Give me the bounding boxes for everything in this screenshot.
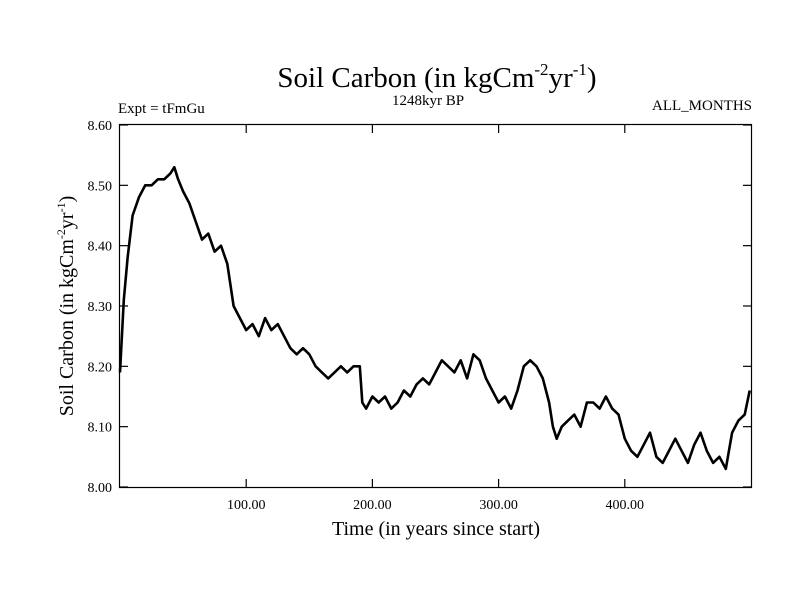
chart-title-sup1: -2 xyxy=(534,60,548,79)
x-tick-label: 300.00 xyxy=(479,498,518,513)
x-tick-label: 400.00 xyxy=(606,498,645,513)
period-label: 1248kyr BP xyxy=(392,93,464,109)
x-tick-label: 200.00 xyxy=(353,498,392,513)
chart-title-sup2: -1 xyxy=(573,60,587,79)
x-axis-ticks: 100.00 200.00 300.00 400.00 xyxy=(227,125,644,513)
chart-title: Soil Carbon (in kgCm-2yr-1) xyxy=(277,60,596,94)
chart-title-main: Soil Carbon (in kgCm xyxy=(277,62,534,94)
y-tick-label: 8.10 xyxy=(88,421,113,436)
months-label: ALL_MONTHS xyxy=(652,98,752,114)
y-tick-label: 8.50 xyxy=(88,179,113,194)
y-axis-label-sup1: -2 xyxy=(54,229,68,239)
y-axis-label-end: ) xyxy=(56,196,78,203)
y-tick-label: 8.40 xyxy=(88,240,113,255)
y-tick-label: 8.20 xyxy=(88,360,113,375)
x-tick-label: 100.00 xyxy=(227,498,266,513)
y-tick-label: 8.00 xyxy=(88,481,113,496)
x-axis-label: Time (in years since start) xyxy=(332,518,540,540)
y-tick-label: 8.30 xyxy=(88,300,113,315)
y-axis-label-mid: yr xyxy=(56,212,78,229)
chart-title-mid: yr xyxy=(549,62,574,94)
y-tick-label: 8.60 xyxy=(88,119,113,134)
series-line-soil-carbon xyxy=(118,165,751,471)
y-axis-label-main: Soil Carbon (in kgCm xyxy=(56,239,78,417)
y-axis-label: Soil Carbon (in kgCm-2yr-1) xyxy=(54,196,78,417)
experiment-label: Expt = tFmGu xyxy=(118,101,205,117)
y-axis-label-sup2: -1 xyxy=(54,202,68,212)
chart-title-end: ) xyxy=(587,62,597,94)
plot-frame xyxy=(118,123,753,489)
y-axis-ticks: 8.00 8.10 8.20 8.30 8.40 8.50 8.60 xyxy=(88,119,751,496)
